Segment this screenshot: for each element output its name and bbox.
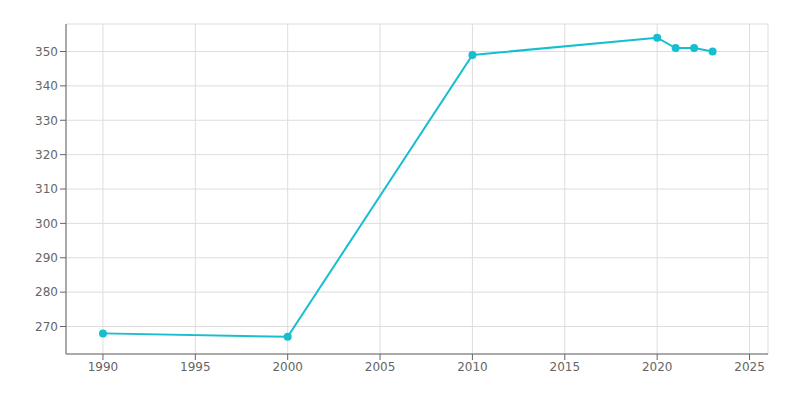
svg-text:2015: 2015 [550, 360, 581, 374]
svg-text:1995: 1995 [180, 360, 211, 374]
svg-text:2000: 2000 [272, 360, 303, 374]
svg-text:340: 340 [35, 79, 58, 93]
svg-text:2010: 2010 [457, 360, 488, 374]
svg-text:330: 330 [35, 114, 58, 128]
svg-text:290: 290 [35, 251, 58, 265]
svg-text:2020: 2020 [642, 360, 673, 374]
svg-text:2025: 2025 [734, 360, 765, 374]
svg-text:320: 320 [35, 148, 58, 162]
svg-text:270: 270 [35, 320, 58, 334]
svg-text:350: 350 [35, 45, 58, 59]
svg-text:1990: 1990 [88, 360, 119, 374]
svg-text:2005: 2005 [365, 360, 396, 374]
svg-text:300: 300 [35, 217, 58, 231]
svg-text:310: 310 [35, 182, 58, 196]
svg-text:280: 280 [35, 285, 58, 299]
